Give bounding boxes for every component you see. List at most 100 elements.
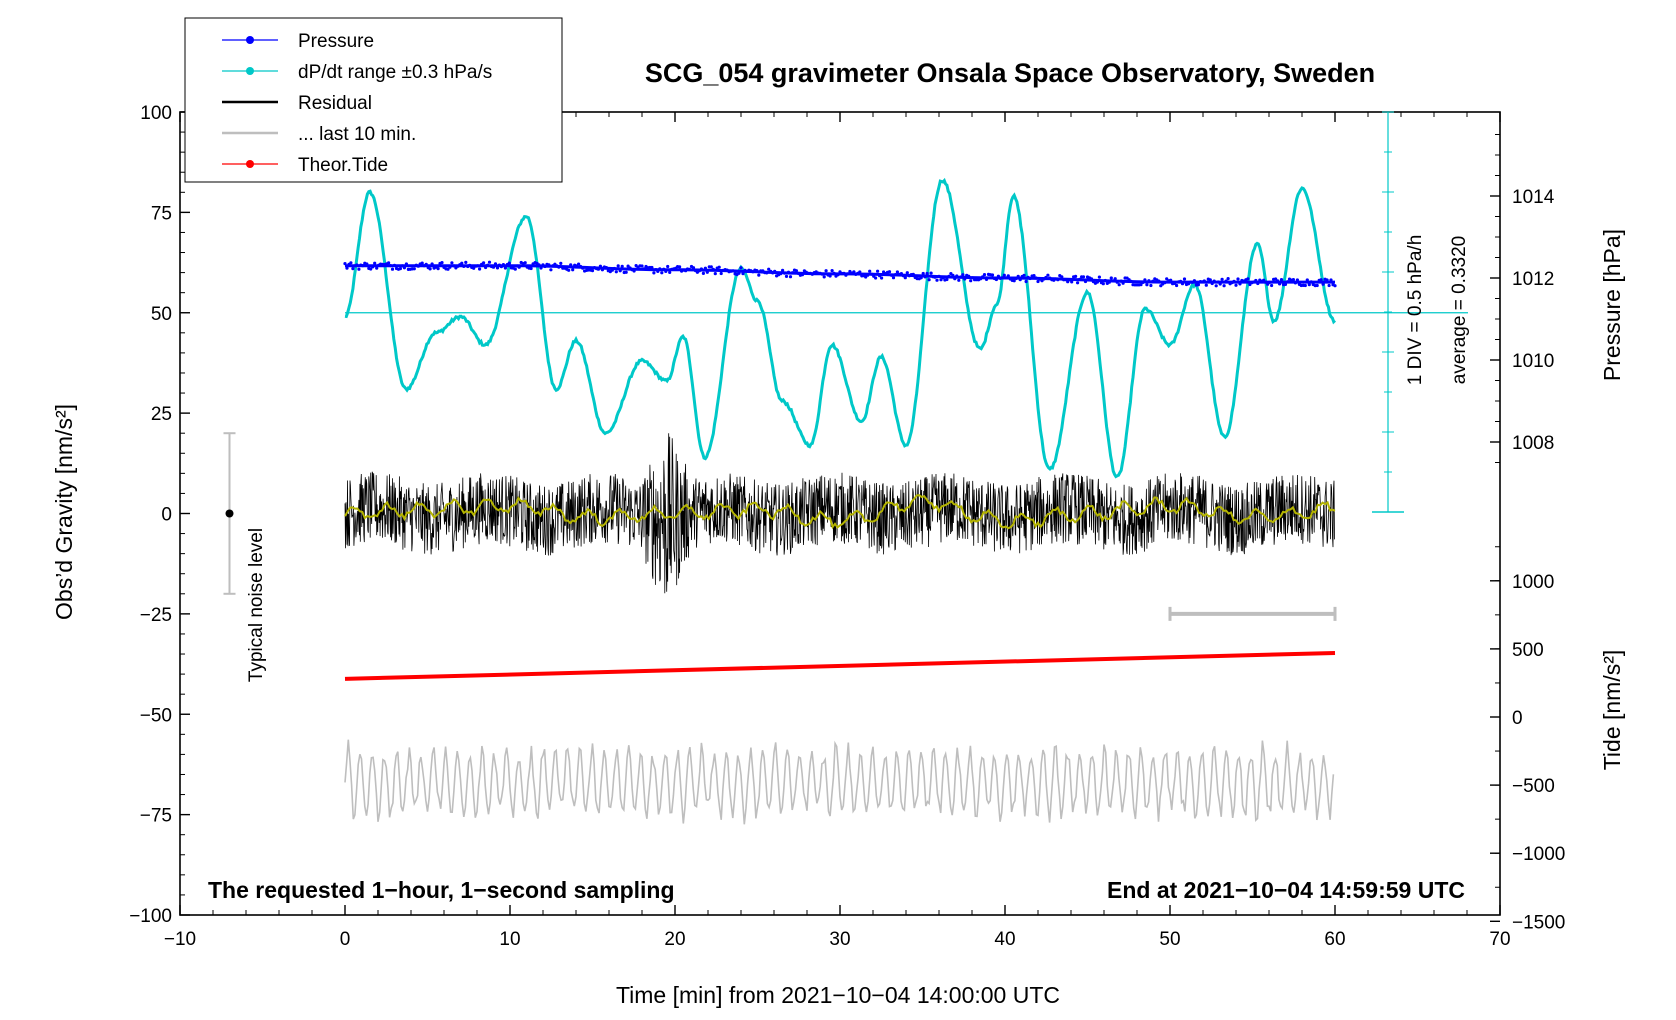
pressure-point: [1283, 282, 1288, 286]
legend-marker: [246, 160, 254, 168]
pressure-point: [581, 266, 585, 270]
dpdt-line: [344, 177, 1337, 479]
pressure-point: [1175, 283, 1179, 288]
pressure-point: [941, 276, 945, 280]
pressure-point: [959, 275, 963, 279]
pressure-point: [1107, 280, 1111, 284]
pressure-point: [549, 268, 553, 272]
pressure-point: [1204, 283, 1208, 287]
pressure-point: [790, 271, 795, 275]
pressure-point: [452, 264, 456, 268]
pressure-point: [737, 271, 741, 275]
pressure-point: [1307, 283, 1311, 287]
pressure-point: [1151, 279, 1155, 283]
pressure-point: [717, 265, 721, 269]
pressure-point: [1202, 279, 1206, 283]
legend-label: ... last 10 min.: [298, 124, 416, 145]
legend-marker: [246, 67, 254, 75]
pressure-point: [893, 273, 898, 277]
pressure-tick-label: 1008: [1512, 433, 1554, 454]
y-axis-title-pressure: Pressure [hPa]: [1599, 229, 1625, 381]
pressure-point: [1014, 276, 1018, 281]
pressure-point: [1139, 283, 1143, 287]
pressure-point: [1006, 274, 1010, 278]
pressure-point: [1305, 278, 1309, 282]
pressure-point: [1081, 275, 1086, 279]
pressure-line: [345, 264, 1335, 284]
legend-label: Pressure: [298, 31, 374, 52]
pressure-point: [905, 271, 909, 275]
pressure-point: [547, 263, 551, 267]
pressure-point: [927, 278, 931, 282]
pressure-point: [967, 274, 971, 278]
last-10-min-line: [344, 739, 1335, 825]
pressure-point: [1262, 278, 1266, 282]
y-tick-label: −100: [129, 906, 172, 927]
pressure-axis-ticks: 1014 1012 1010 1008: [1490, 134, 1555, 463]
pressure-point: [939, 278, 943, 282]
pressure-point: [1083, 279, 1088, 284]
pressure-point: [784, 274, 789, 278]
pressure-point: [664, 269, 668, 273]
pressure-point: [428, 267, 432, 271]
pressure-point: [355, 263, 359, 267]
legend-marker: [246, 36, 254, 44]
pressure-point: [446, 267, 450, 271]
pressure-point: [567, 268, 571, 272]
pressure-point: [1180, 282, 1185, 286]
pressure-point: [945, 277, 949, 282]
pressure-point: [961, 273, 965, 277]
pressure-point: [951, 273, 955, 277]
pressure-point: [1295, 278, 1299, 282]
div-scale-label: 1 DIV = 0.5 hPa/h: [1405, 235, 1426, 386]
pressure-point: [1315, 283, 1319, 288]
average-label: average = 0.3320: [1449, 236, 1470, 384]
pressure-point: [656, 269, 660, 273]
x-tick-label: 20: [664, 929, 685, 950]
pressure-point: [448, 265, 452, 269]
pressure-point: [1036, 279, 1040, 284]
dpdt-series: [344, 177, 1337, 479]
pressure-point: [868, 269, 872, 273]
pressure-point: [1129, 279, 1133, 283]
pressure-point: [836, 273, 840, 277]
pressure-point: [486, 263, 490, 267]
tide-tick-label: 1000: [1512, 572, 1554, 593]
pressure-point: [1034, 276, 1038, 280]
pressure-point: [1234, 283, 1238, 287]
pressure-point: [1060, 275, 1064, 279]
pressure-point: [969, 279, 973, 283]
pressure-point: [921, 271, 925, 276]
pressure-point: [990, 273, 995, 277]
pressure-point: [1303, 283, 1307, 288]
pressure-point: [590, 269, 595, 273]
tide-tick-label: −500: [1512, 776, 1555, 797]
pressure-point: [709, 265, 713, 269]
pressure-point: [420, 261, 424, 265]
pressure-point: [979, 277, 983, 281]
pressure-point: [783, 271, 787, 275]
pressure-point: [1293, 281, 1297, 285]
pressure-point: [468, 263, 472, 267]
pressure-point: [369, 267, 373, 271]
pressure-point: [658, 267, 662, 271]
pressure-point: [741, 272, 745, 276]
x-tick-label: 70: [1489, 929, 1510, 950]
pressure-point: [781, 268, 785, 272]
x-tick-label: −10: [164, 929, 196, 950]
pressure-point: [895, 270, 900, 274]
pressure-series: [343, 260, 1337, 288]
legend-label: dP/dt range ±0.3 hPa/s: [298, 62, 492, 83]
y-tick-label: 0: [161, 505, 172, 526]
pressure-point: [887, 270, 892, 274]
pressure-point: [1028, 276, 1032, 281]
pressure-point: [388, 264, 393, 268]
pressure-point: [484, 265, 488, 270]
legend-label: Theor.Tide: [298, 155, 388, 176]
pressure-point: [604, 266, 609, 270]
pressure-point: [1018, 278, 1022, 282]
pressure-point: [404, 262, 408, 266]
y-tick-label: 100: [140, 103, 172, 124]
pressure-point: [1012, 279, 1016, 283]
pressure-point: [624, 270, 628, 274]
